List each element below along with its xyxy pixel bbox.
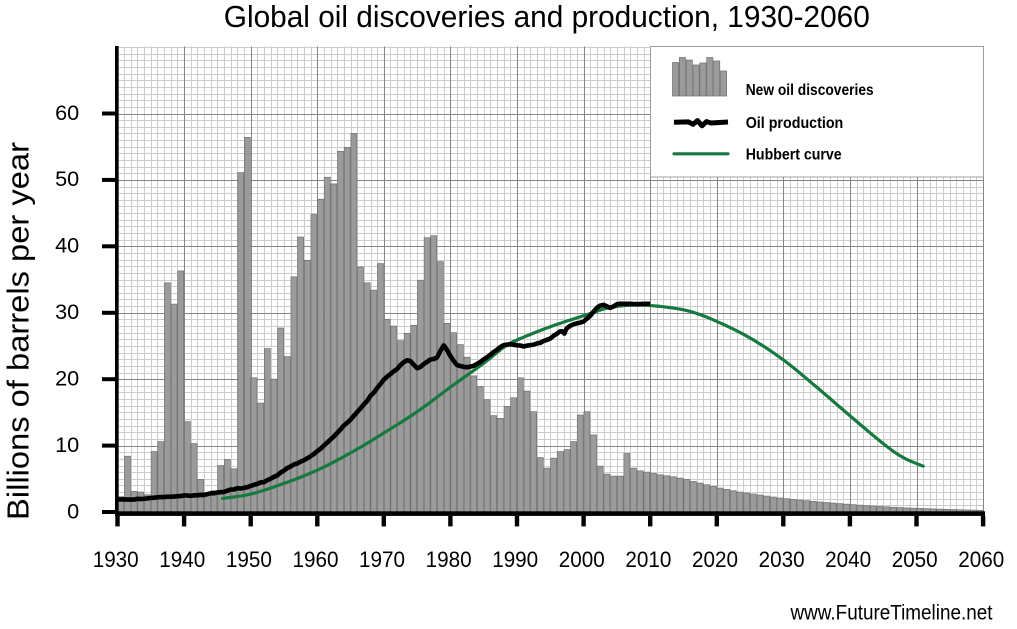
svg-text:1970: 1970 [359,547,405,572]
svg-text:60: 60 [55,100,79,125]
svg-text:Hubbert curve: Hubbert curve [746,147,842,164]
svg-text:2020: 2020 [692,547,738,572]
svg-text:0: 0 [67,498,79,523]
svg-text:50: 50 [55,166,79,191]
svg-text:www.FutureTimeline.net: www.FutureTimeline.net [790,601,993,624]
svg-text:1930: 1930 [93,547,139,572]
svg-text:Billions of barrels per year: Billions of barrels per year [1,142,36,520]
svg-text:1960: 1960 [293,547,339,572]
svg-text:1940: 1940 [159,547,205,572]
svg-text:New oil discoveries: New oil discoveries [746,82,874,99]
svg-text:2000: 2000 [559,547,605,572]
svg-text:40: 40 [55,233,79,258]
svg-text:10: 10 [55,432,79,457]
svg-text:2050: 2050 [892,547,938,572]
svg-text:Oil production: Oil production [746,115,844,132]
svg-text:2040: 2040 [825,547,871,572]
svg-text:1990: 1990 [492,547,538,572]
svg-text:1980: 1980 [426,547,472,572]
svg-text:2030: 2030 [759,547,805,572]
svg-text:2010: 2010 [625,547,671,572]
svg-text:Global oil discoveries and pro: Global oil discoveries and production, 1… [224,0,870,34]
svg-text:2060: 2060 [958,547,1004,572]
svg-text:1950: 1950 [226,547,272,572]
svg-text:20: 20 [55,366,79,391]
svg-text:30: 30 [55,299,79,324]
